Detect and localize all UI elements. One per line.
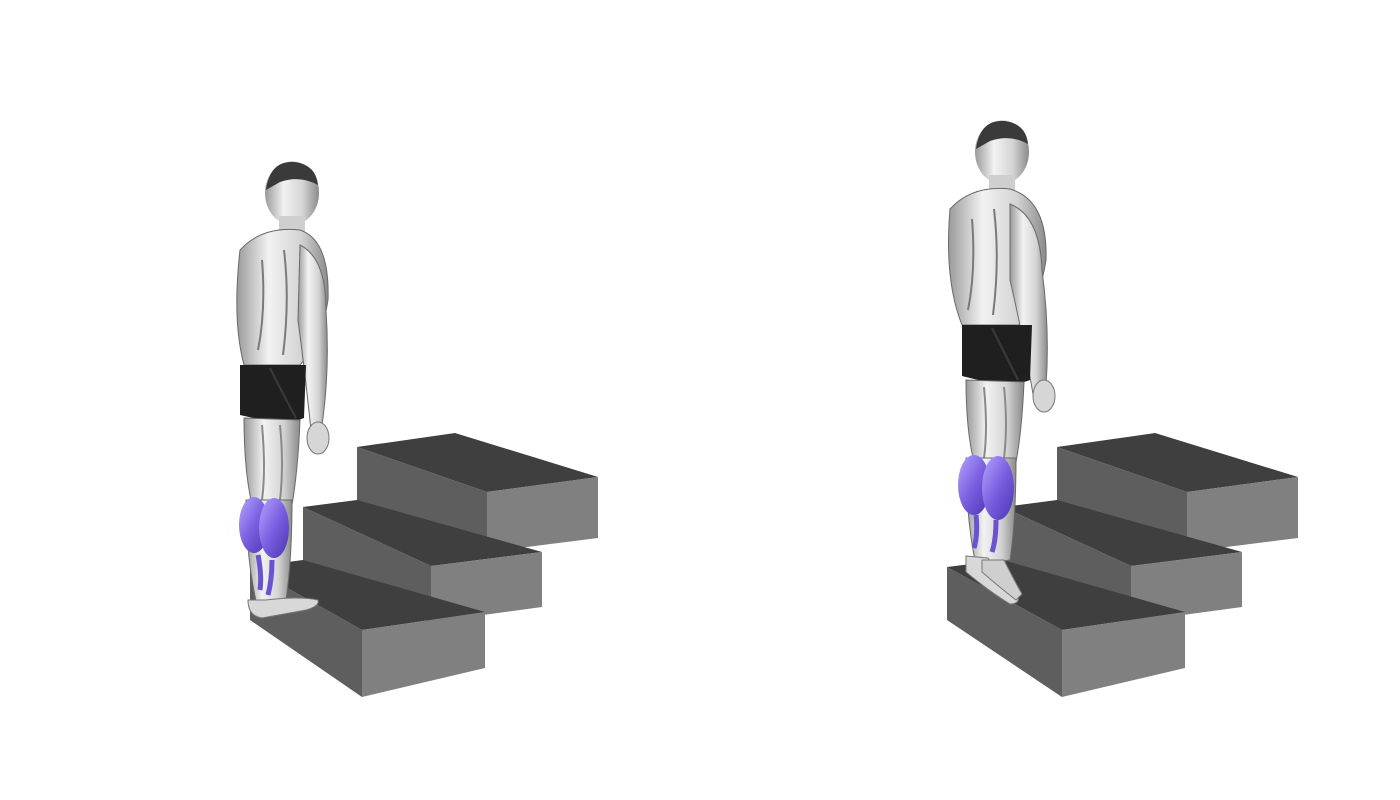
stairs-left: [250, 433, 598, 697]
calf-muscle-highlight-icon: [982, 456, 1014, 520]
calf-muscle-highlight-icon: [958, 455, 990, 515]
figure-right: [948, 120, 1056, 605]
calf-muscle-highlight-icon: [259, 498, 289, 558]
panel-start-position: [236, 161, 598, 697]
figure-left: [236, 161, 330, 619]
panel-end-position: [947, 120, 1298, 697]
